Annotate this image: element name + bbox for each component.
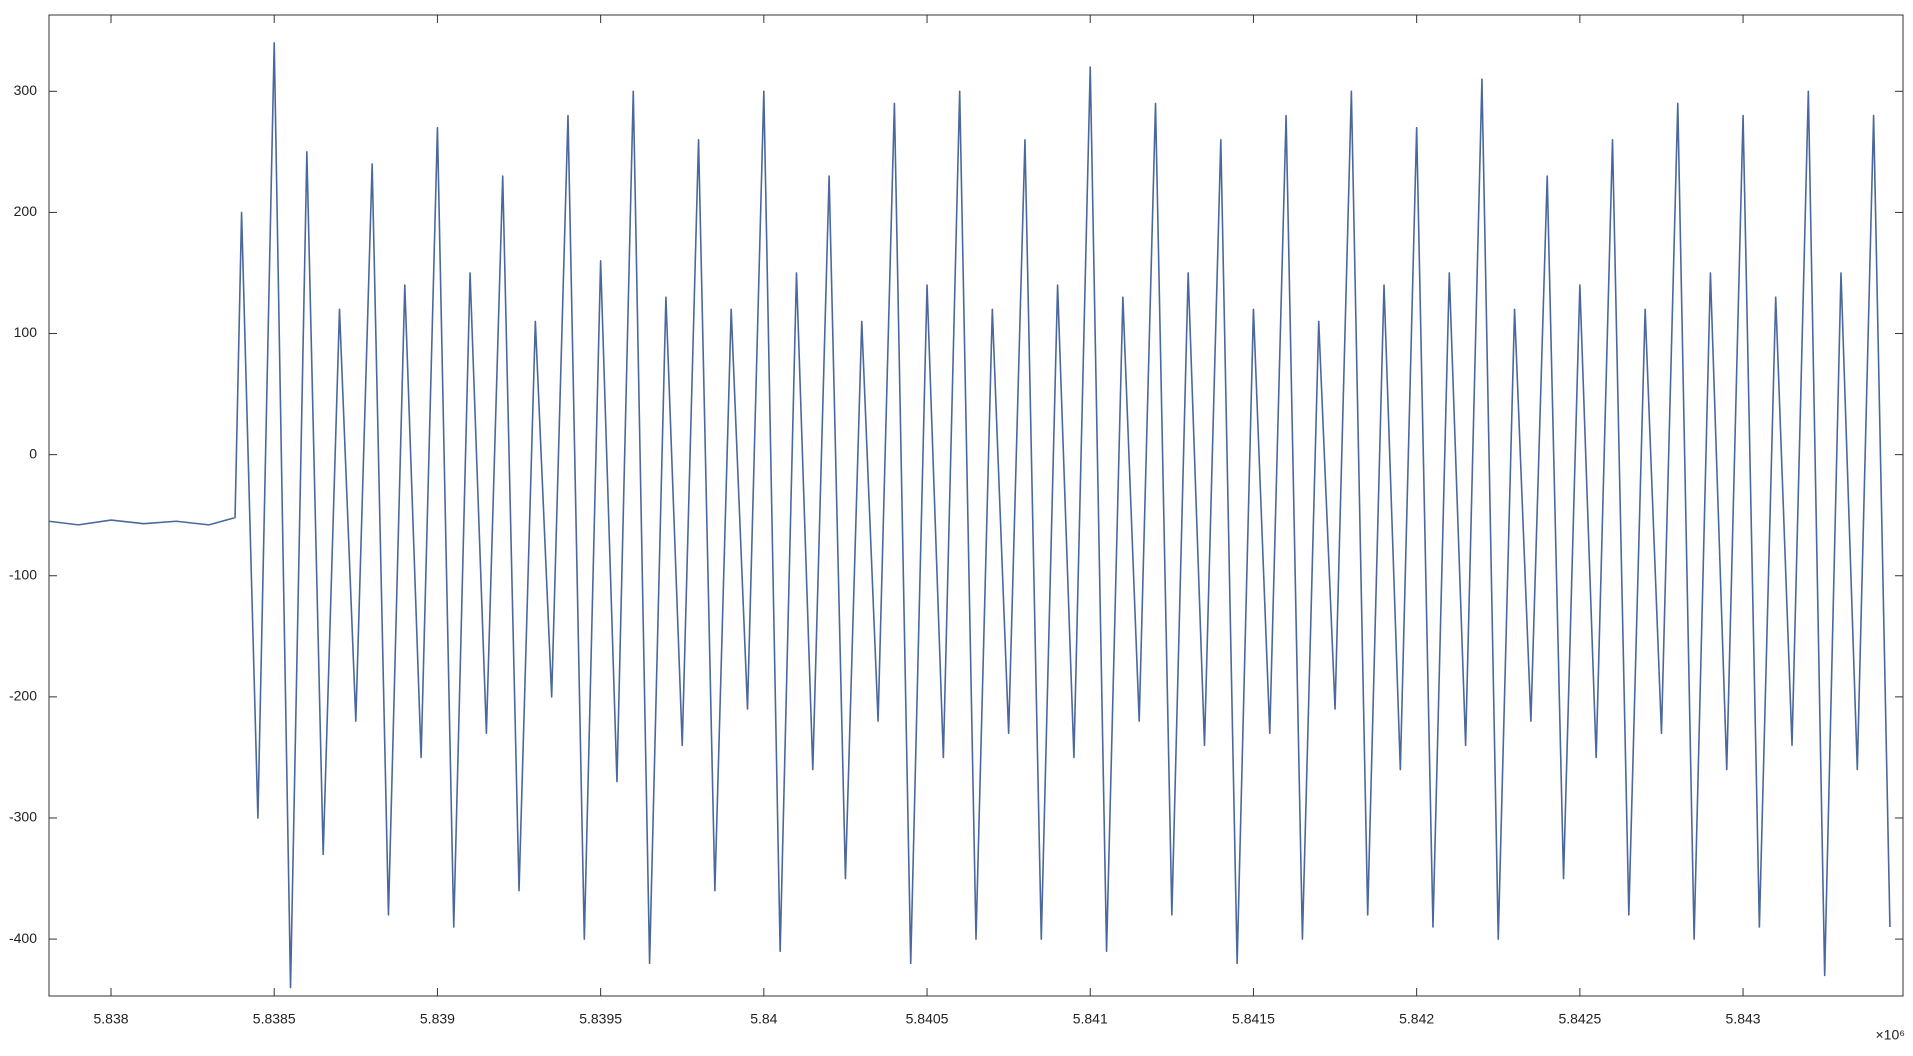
x-tick-label: 5.841 (1073, 1011, 1108, 1027)
x-tick-label: 5.839 (420, 1011, 455, 1027)
x-tick-label: 5.8395 (579, 1011, 622, 1027)
x-tick-label: 5.8385 (253, 1011, 296, 1027)
x-tick-label: 5.84 (750, 1011, 777, 1027)
x-tick-label: 5.842 (1399, 1011, 1434, 1027)
x-multiplier: ×10⁶ (1875, 1027, 1905, 1043)
x-tick-label: 5.8425 (1558, 1011, 1601, 1027)
y-tick-label: -200 (9, 688, 37, 704)
y-tick-label: 100 (14, 324, 38, 340)
y-tick-label: 300 (14, 82, 38, 98)
x-tick-label: 5.843 (1726, 1011, 1761, 1027)
y-tick-label: -400 (9, 930, 37, 946)
y-tick-label: 0 (29, 445, 37, 461)
y-tick-label: -100 (9, 566, 37, 582)
plot-frame (48, 14, 1904, 997)
y-tick-label: 200 (14, 203, 38, 219)
signal-line (48, 42, 1891, 989)
x-tick-label: 5.8405 (906, 1011, 949, 1027)
x-tick-label: 5.838 (93, 1011, 128, 1027)
y-tick-label: -300 (9, 809, 37, 825)
x-tick-label: 5.8415 (1232, 1011, 1275, 1027)
